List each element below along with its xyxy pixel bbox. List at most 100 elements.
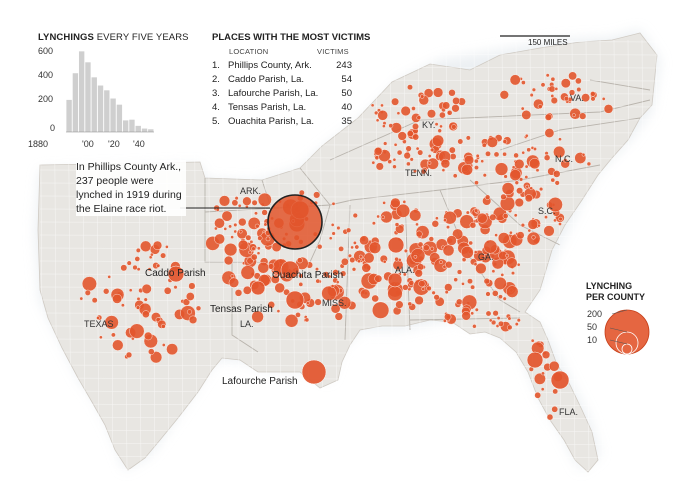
county-dot [322,271,330,278]
county-dot [423,88,434,98]
county-dot [474,307,479,312]
county-dot [426,285,432,292]
county-dot [352,212,358,219]
county-dot [406,161,411,167]
rank: 5. [212,116,220,127]
county-dot [551,405,559,413]
legend-title-line2: PER COUNTY [586,292,646,302]
county-dot [513,213,518,218]
county-dot [511,165,516,170]
county-dot [341,257,349,266]
county-dot [442,244,455,257]
county-dot [486,136,498,148]
county-dot [254,223,260,229]
county-dot [524,164,529,169]
county-dot [524,133,529,138]
county-dot [135,247,141,253]
county-dot [550,177,556,183]
county-dot [214,217,225,229]
col-victims: VICTIMS [317,47,349,56]
county-dot [453,277,458,282]
county-dot [392,164,397,169]
county-dot [544,128,555,138]
victim-count: 35 [341,116,352,127]
county-dot [99,335,103,340]
county-dot [336,225,341,231]
county-dot [328,236,333,240]
county-dot [233,229,237,234]
county-dot [327,274,332,279]
county-dot [332,269,339,276]
county-dot [371,160,376,165]
county-dot [460,246,474,259]
list-item: 4. Tensas Parish, La. 40 [212,102,352,116]
county-dot [493,151,500,158]
county-dot [493,276,507,290]
large-county-dot [301,359,327,385]
county-dot [502,296,507,301]
bar-1900 [91,77,97,132]
county-dot [406,130,414,137]
county-dot [156,263,161,268]
county-dot [417,241,424,248]
county-dot [416,115,422,120]
county-dot [502,139,508,144]
county-dot [560,78,571,89]
county-dot [473,208,479,213]
county-dot [251,199,258,206]
county-dot [91,297,98,304]
county-dot [141,283,152,294]
county-dot [502,151,507,157]
county-dot [451,104,460,113]
county-dot [331,201,336,206]
county-dot [546,413,554,421]
county-dot [103,288,110,295]
state-label-sc: S.C. [538,206,556,216]
county-dot [388,123,394,129]
y-tick: 600 [38,46,54,56]
county-dot [586,161,592,167]
county-dot [502,213,509,219]
county-dot [163,286,172,295]
county-dot [456,269,463,275]
state-label-ky: KY. [422,120,436,130]
county-dot [147,267,152,272]
county-dot [444,313,452,321]
state-label-ark: ARK. [240,186,262,196]
county-dot [443,210,457,225]
place-name: Caddo Parish, La. [228,74,305,85]
y-tick: 400 [38,70,54,80]
county-dot [402,200,407,204]
county-dot [410,248,426,263]
county-dot [413,254,418,259]
county-dot [480,159,485,164]
scale-label: 150 MILES [528,38,568,47]
land-mass [37,32,658,473]
county-dot [188,315,198,324]
county-dot [498,294,503,300]
county-dot [498,320,504,327]
county-dot [375,118,380,123]
county-dot [188,282,196,290]
county-dot [298,282,304,287]
county-dot [415,230,423,238]
county-dot [134,256,141,262]
county-dot [550,76,556,82]
county-dot [539,187,544,192]
county-dot [465,135,471,141]
rank: 1. [212,60,220,71]
county-dot [304,317,310,323]
county-dot [414,295,424,305]
county-dot [439,111,446,119]
county-dot [485,310,492,317]
county-dot [509,230,513,235]
county-dot [360,288,371,300]
county-dot [432,134,445,147]
county-dot [465,210,470,215]
county-dot [461,282,465,286]
phillips-callout: In Phillips County Ark., 237 people were… [76,160,186,216]
x-tick: 1880 [28,139,49,149]
county-dot [541,350,551,359]
county-dot [330,303,341,314]
x-tick: '20 [108,139,120,149]
